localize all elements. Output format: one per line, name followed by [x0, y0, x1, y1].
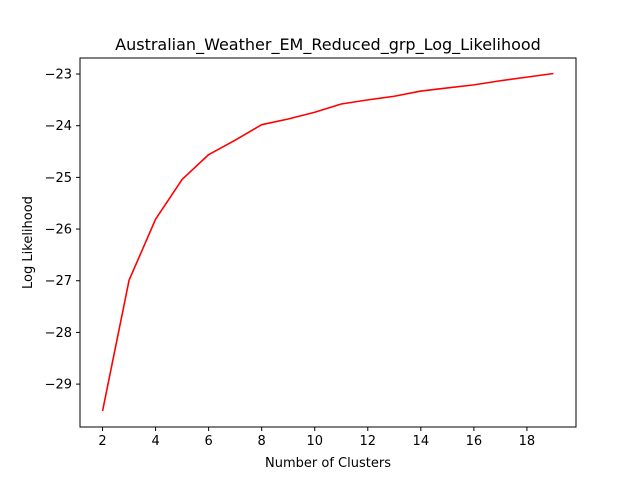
- x-axis-ticks: 2 4 6 8 10 12 14 16 18: [98, 427, 535, 449]
- plot-area: [79, 57, 577, 428]
- y-axis-label: Log Likelihood: [21, 196, 36, 289]
- x-axis-label: Number of Clusters: [265, 456, 391, 471]
- y-tick-label: −24: [45, 119, 72, 134]
- y-axis-ticks: −29 −28 −27 −26 −25 −24 −23: [45, 68, 80, 393]
- x-tick-label: 12: [360, 434, 377, 449]
- x-tick-label: 10: [306, 434, 323, 449]
- chart-title: Australian_Weather_EM_Reduced_grp_Log_Li…: [115, 35, 541, 55]
- y-tick-label: −25: [45, 171, 72, 186]
- series-layer: [101, 72, 554, 412]
- series-line: [101, 72, 554, 412]
- x-tick-label: 8: [258, 434, 266, 449]
- x-tick-label: 2: [98, 434, 106, 449]
- y-tick-label: −23: [45, 68, 72, 83]
- x-tick-label: 18: [519, 434, 536, 449]
- x-tick-label: 6: [205, 434, 213, 449]
- y-tick-label: −28: [45, 326, 72, 341]
- x-tick-label: 4: [151, 434, 159, 449]
- y-tick-label: −26: [45, 223, 72, 238]
- y-tick-label: −27: [45, 274, 72, 289]
- x-tick-label: 16: [466, 434, 483, 449]
- y-tick-label: −29: [45, 378, 72, 393]
- x-tick-label: 14: [413, 434, 430, 449]
